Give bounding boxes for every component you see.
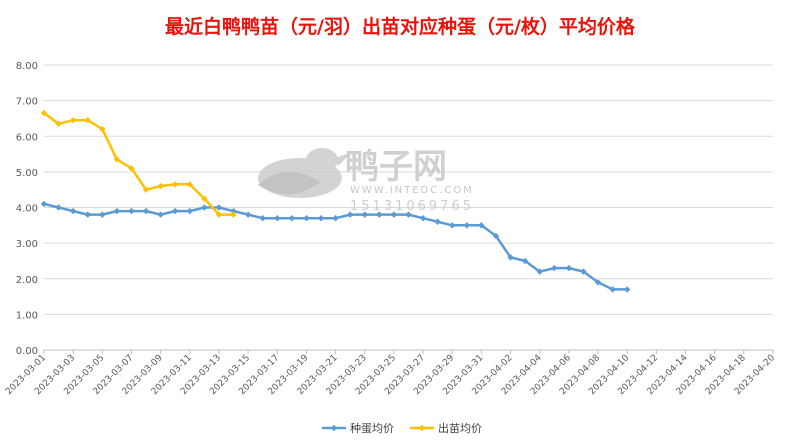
data-point (390, 211, 398, 218)
y-tick-label: 4.00 (16, 204, 38, 215)
data-point (215, 211, 223, 218)
data-point (580, 268, 587, 275)
data-point (565, 264, 573, 272)
legend-label: 出苗均价 (438, 421, 482, 435)
data-point (128, 207, 135, 215)
data-point (361, 211, 368, 218)
data-point (478, 222, 485, 229)
data-point (128, 165, 135, 172)
data-point (230, 211, 237, 218)
y-tick-label: 0.00 (16, 346, 38, 357)
series-layer (40, 109, 631, 293)
data-point (507, 254, 514, 261)
data-point (40, 109, 48, 117)
data-point (55, 204, 62, 211)
data-point (463, 222, 471, 229)
watermark: 鸭子网 WWW.INTEDC.COM 15131069765 (258, 147, 474, 214)
data-point (274, 214, 281, 222)
y-tick-label: 2.00 (16, 275, 38, 286)
data-point (157, 182, 164, 190)
data-point (551, 264, 558, 272)
data-point (142, 186, 150, 193)
data-point (434, 218, 441, 225)
y-tick-label: 7.00 (16, 97, 38, 108)
axis-layer: 0.001.002.003.004.005.006.007.008.002023… (4, 61, 777, 397)
data-point (376, 211, 383, 218)
data-point (346, 211, 354, 218)
series-0 (40, 200, 631, 293)
data-point (172, 181, 179, 188)
data-point (55, 120, 62, 127)
data-point (419, 214, 427, 222)
data-point (142, 207, 150, 215)
data-point (288, 214, 296, 222)
legend-item: 种蛋均价 (322, 421, 394, 435)
data-point (317, 214, 325, 222)
data-point (215, 204, 223, 211)
data-point (113, 156, 121, 163)
data-point (536, 268, 543, 275)
data-point (230, 207, 237, 215)
data-point (99, 125, 106, 133)
y-tick-label: 3.00 (16, 239, 38, 250)
data-point (186, 181, 193, 188)
legend-swatch-marker (418, 424, 426, 432)
watermark-site: WWW.INTEDC.COM (350, 185, 474, 196)
data-point (84, 117, 91, 124)
data-point (594, 279, 602, 286)
legend: 种蛋均价 出苗均价 (322, 421, 482, 435)
data-point (157, 211, 164, 218)
data-point (609, 286, 616, 293)
data-point (521, 257, 529, 265)
data-point (172, 207, 179, 215)
y-tick-label: 8.00 (16, 61, 38, 72)
y-tick-label: 1.00 (16, 310, 38, 321)
data-point (113, 207, 121, 215)
watermark-phone: 15131069765 (350, 199, 474, 214)
legend-label: 种蛋均价 (350, 421, 394, 435)
data-point (201, 195, 208, 202)
data-point (405, 211, 412, 218)
watermark-brand: 鸭子网 (345, 147, 447, 187)
data-point (201, 204, 208, 211)
data-point (186, 207, 193, 215)
chart-title: 最近白鸭鸭苗（元/羽）出苗对应种蛋（元/枚）平均价格 (165, 16, 635, 38)
data-point (492, 232, 500, 240)
series-1 (40, 109, 237, 218)
data-point (303, 214, 310, 222)
y-tick-label: 6.00 (16, 132, 38, 143)
y-tick-label: 5.00 (16, 168, 38, 179)
legend-item: 出苗均价 (410, 421, 482, 435)
data-point (99, 211, 106, 218)
data-point (40, 200, 48, 208)
data-point (624, 286, 631, 293)
data-point (332, 214, 339, 222)
data-point (69, 207, 77, 215)
data-point (244, 211, 252, 218)
data-point (84, 211, 91, 218)
legend-swatch-marker (330, 424, 338, 432)
data-point (449, 222, 456, 229)
data-point (259, 214, 266, 222)
duck-logo-icon (258, 148, 352, 198)
data-point (69, 117, 77, 124)
